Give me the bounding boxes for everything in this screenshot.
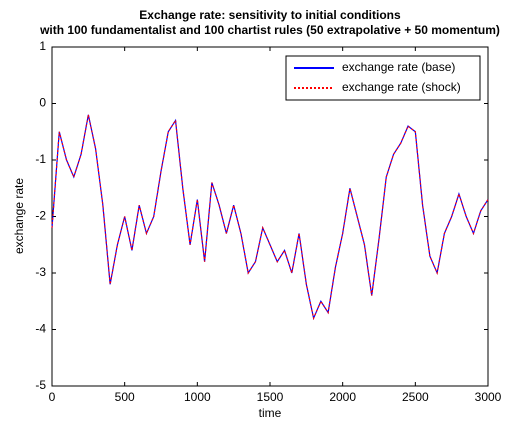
y-tick-label: 1 (39, 39, 46, 53)
chart-title: Exchange rate: sensitivity to initial co… (139, 8, 401, 22)
x-axis-label: time (259, 406, 282, 420)
x-tick-label: 1500 (257, 390, 284, 404)
y-tick-label: -2 (35, 209, 46, 223)
y-tick-label: -4 (35, 322, 46, 336)
y-axis-label: exchange rate (12, 178, 26, 254)
x-tick-label: 500 (115, 390, 135, 404)
legend-label: exchange rate (shock) (342, 80, 461, 94)
y-tick-label: -5 (35, 378, 46, 392)
series-line (51, 114, 489, 321)
y-tick-label: -1 (35, 152, 46, 166)
x-tick-label: 1000 (184, 390, 211, 404)
x-tick-label: 3000 (475, 390, 502, 404)
legend-box (285, 55, 481, 101)
x-tick-label: 0 (49, 390, 56, 404)
y-tick-label: -3 (35, 265, 46, 279)
legend-label: exchange rate (base) (342, 60, 455, 74)
chart-subtitle: with 100 fundamentalist and 100 chartist… (39, 23, 500, 37)
x-tick-label: 2000 (329, 390, 356, 404)
y-tick-label: 0 (39, 96, 46, 110)
x-tick-label: 2500 (402, 390, 429, 404)
